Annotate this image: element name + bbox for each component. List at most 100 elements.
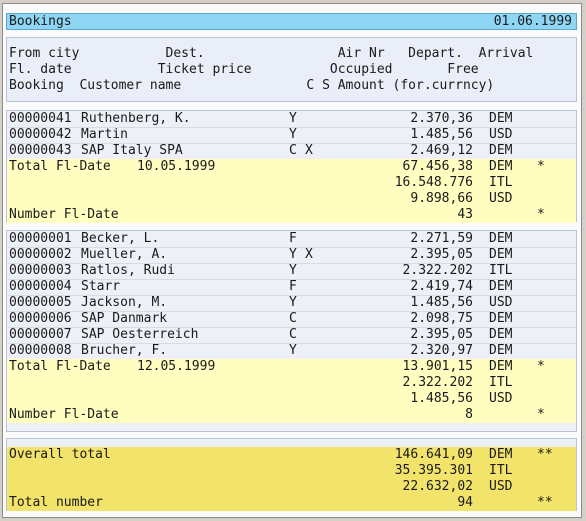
booking-number: 00000003 (9, 263, 72, 278)
smoker-flag: X (305, 143, 313, 158)
row-divider (7, 279, 576, 280)
class-code: Y (289, 127, 297, 142)
booking-number: 00000005 (9, 295, 72, 310)
subtotal-amount: 16.548.776 (394, 175, 473, 190)
booking-amount: 2.370,36 (410, 111, 473, 126)
total-level-marker: * (537, 359, 545, 374)
booking-number: 00000006 (9, 311, 72, 326)
subtotal-amount: 13.901,15 (402, 359, 473, 374)
class-code: C (289, 327, 297, 342)
customer-name: Mueller, A. (81, 247, 168, 262)
class-code: Y (289, 247, 297, 262)
class-code: Y (289, 343, 297, 358)
overall-amount: 22.632,02 (402, 479, 473, 494)
currency-code: DEM (489, 359, 513, 374)
booking-row[interactable]: 00000001 Becker, L. F 2.271,59 DEM (7, 231, 576, 247)
currency-code: DEM (489, 231, 513, 246)
customer-name: Jackson, M. (81, 295, 168, 310)
currency-code: USD (489, 391, 513, 406)
customer-name: SAP Danmark (81, 311, 168, 326)
subtotal-row: 16.548.776 ITL (7, 175, 576, 191)
booking-amount: 2.098,75 (410, 311, 473, 326)
class-code: Y (289, 295, 297, 310)
booking-row[interactable]: 00000041 Ruthenberg, K. Y 2.370,36 DEM (7, 111, 576, 127)
flight-date: 10.05.1999 (137, 159, 216, 174)
booking-row[interactable]: 00000043 SAP Italy SPA C X 2.469,12 DEM (7, 143, 576, 159)
currency-code: USD (489, 479, 513, 494)
booking-number: 00000042 (9, 127, 72, 142)
booking-row[interactable]: 00000007 SAP Oesterreich C 2.395,05 DEM (7, 327, 576, 343)
subtotal-row: Total Fl-Date 10.05.1999 67.456,38 DEM * (7, 159, 576, 175)
count-row: Number Fl-Date 43 * (7, 207, 576, 223)
booking-amount: 2.419,74 (410, 279, 473, 294)
report-title: Bookings (9, 14, 72, 29)
overall-total-row: 35.395.301 ITL (7, 463, 576, 479)
overall-amount: 35.395.301 (394, 463, 473, 478)
currency-code: USD (489, 295, 513, 310)
booking-row[interactable]: 00000008 Brucher, F. Y 2.320,97 DEM (7, 343, 576, 359)
booking-row[interactable]: 00000003 Ratlos, Rudi Y 2.322.202 ITL (7, 263, 576, 279)
customer-name: SAP Oesterreich (81, 327, 199, 342)
booking-row[interactable]: 00000006 SAP Danmark C 2.098,75 DEM (7, 311, 576, 327)
currency-code: DEM (489, 447, 513, 462)
subtotal-amount: 1.485,56 (410, 391, 473, 406)
row-divider (7, 247, 576, 248)
subtotal-label: Total Fl-Date (9, 159, 111, 174)
header-line-3: Booking Customer name C S Amount (for.cu… (9, 78, 495, 93)
booking-amount: 2.320,97 (410, 343, 473, 358)
report-title-bar: Bookings 01.06.1999 (6, 13, 577, 30)
row-divider (7, 143, 576, 144)
total-level-marker: * (537, 207, 545, 222)
customer-name: Ratlos, Rudi (81, 263, 175, 278)
booking-group-2: 00000001 Becker, L. F 2.271,59 DEM 00000002 Mu… (6, 230, 577, 432)
booking-number: 00000004 (9, 279, 72, 294)
subtotal-amount: 67.456,38 (402, 159, 473, 174)
booking-amount: 1.485,56 (410, 295, 473, 310)
currency-code: DEM (489, 111, 513, 126)
currency-code: ITL (489, 463, 513, 478)
overall-count: 94 (457, 495, 473, 510)
row-divider (7, 327, 576, 328)
booking-group-1: 00000041 Ruthenberg, K. Y 2.370,36 DEM 000000… (6, 110, 577, 223)
currency-code: DEM (489, 311, 513, 326)
currency-code: DEM (489, 159, 513, 174)
booking-amount: 2.322.202 (402, 263, 473, 278)
subtotal-row: 9.898,66 USD (7, 191, 576, 207)
column-header: From city Dest. Air Nr Depart. Arrival F… (6, 37, 577, 102)
customer-name: Ruthenberg, K. (81, 111, 191, 126)
row-divider (7, 127, 576, 128)
booking-amount: 2.271,59 (410, 231, 473, 246)
booking-row[interactable]: 00000042 Martin Y 1.485,56 USD (7, 127, 576, 143)
currency-code: ITL (489, 375, 513, 390)
booking-number: 00000007 (9, 327, 72, 342)
currency-code: USD (489, 127, 513, 142)
class-code: C (289, 143, 297, 158)
report-date: 01.06.1999 (493, 14, 572, 29)
overall-total-label: Overall total (9, 447, 111, 462)
class-code: F (289, 231, 297, 246)
header-line-2: Fl. date Ticket price Occupied Free (9, 62, 479, 77)
row-divider (7, 263, 576, 264)
total-level-marker: ** (537, 495, 553, 510)
customer-name: Martin (81, 127, 128, 142)
customer-name: Brucher, F. (81, 343, 168, 358)
total-level-marker: * (537, 159, 545, 174)
class-code: Y (289, 111, 297, 126)
currency-code: ITL (489, 175, 513, 190)
booking-amount: 2.395,05 (410, 247, 473, 262)
booking-row[interactable]: 00000004 Starr F 2.419,74 DEM (7, 279, 576, 295)
currency-code: DEM (489, 327, 513, 342)
booking-amount: 1.485,56 (410, 127, 473, 142)
overall-amount: 146.641,09 (394, 447, 473, 462)
booking-number: 00000043 (9, 143, 72, 158)
booking-amount: 2.395,05 (410, 327, 473, 342)
overall-total-row: 22.632,02 USD (7, 479, 576, 495)
subtotal-label: Total Fl-Date (9, 359, 111, 374)
class-code: C (289, 311, 297, 326)
subtotal-amount: 9.898,66 (410, 191, 473, 206)
subtotal-amount: 2.322.202 (402, 375, 473, 390)
booking-row[interactable]: 00000005 Jackson, M. Y 1.485,56 USD (7, 295, 576, 311)
booking-number: 00000008 (9, 343, 72, 358)
row-divider (7, 295, 576, 296)
booking-row[interactable]: 00000002 Mueller, A. Y X 2.395,05 DEM (7, 247, 576, 263)
